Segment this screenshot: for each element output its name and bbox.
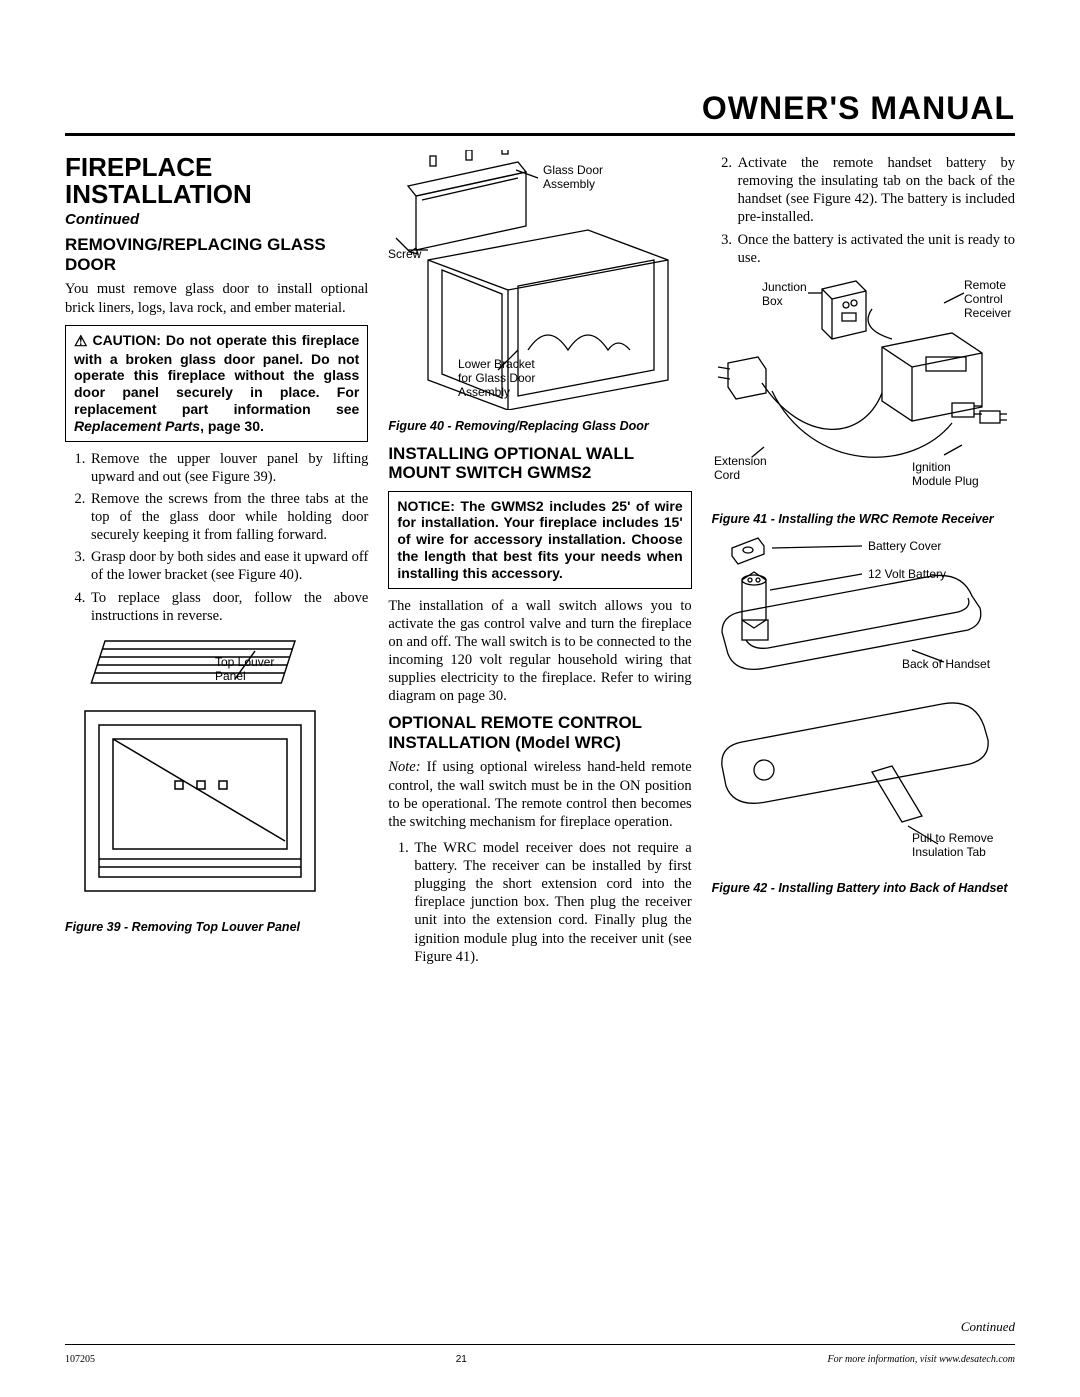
steps-glass-door: Remove the upper louver panel by lifting… xyxy=(65,450,368,625)
figure-40: Glass Door Assembly Screw Lower Bracket … xyxy=(388,150,691,415)
caution-ref: Replacement Parts xyxy=(74,418,200,434)
section-title: FIREPLACE INSTALLATION xyxy=(65,154,368,209)
fig41-remote2: Control xyxy=(964,292,1003,306)
steps-wrc-continued: Activate the remote handset battery by r… xyxy=(712,154,1015,267)
column-1: FIREPLACE INSTALLATION Continued REMOVIN… xyxy=(65,154,368,970)
fig42-pull1: Pull to Remove xyxy=(912,831,994,845)
figure-41: Junction Box Remote Control Receiver Ext… xyxy=(712,273,1015,508)
list-item: Activate the remote handset battery by r… xyxy=(736,154,1015,227)
footer-page-number: 21 xyxy=(456,1354,467,1365)
figure-42: Battery Cover 12 Volt Battery Back of Ha… xyxy=(712,532,1015,877)
section-title-line1: FIREPLACE xyxy=(65,152,212,182)
wall-switch-paragraph: The installation of a wall switch allows… xyxy=(388,597,691,706)
caution-box: ⚠ CAUTION: Do not operate this fireplace… xyxy=(65,325,368,442)
footer-rule xyxy=(65,1344,1015,1345)
fig42-bat12v: 12 Volt Battery xyxy=(868,567,946,581)
fig39-label-top: Top Louver xyxy=(215,655,274,669)
fig41-ext2: Cord xyxy=(714,468,740,482)
caution-body-2: , page 30. xyxy=(200,418,264,434)
fig41-junction: Junction xyxy=(762,280,807,294)
continued-label: Continued xyxy=(65,211,368,230)
intro-paragraph: You must remove glass door to install op… xyxy=(65,280,368,316)
subhead-wall-switch: INSTALLING OPTIONAL WALL MOUNT SWITCH GW… xyxy=(388,444,691,483)
list-item: Grasp door by both sides and ease it upw… xyxy=(89,548,368,584)
note-body: If using optional wireless hand-held rem… xyxy=(388,759,691,829)
list-item: Remove the screws from the three tabs at… xyxy=(89,490,368,544)
fig40-label-screw: Screw xyxy=(388,247,422,261)
fig40-label-glass: Glass Door xyxy=(543,163,603,177)
fig41-remote1: Remote xyxy=(964,278,1006,292)
fig39-label-top2: Panel xyxy=(215,669,246,683)
page-header: OWNER'S MANUAL xyxy=(65,90,1015,127)
figure-39: Top Louver Panel xyxy=(65,631,368,916)
fig40-label-lower1: Lower Bracket xyxy=(458,357,535,371)
column-3: Activate the remote handset battery by r… xyxy=(712,154,1015,970)
fig41-ign2: Module Plug xyxy=(912,474,979,488)
steps-wrc: The WRC model receiver does not require … xyxy=(388,839,691,966)
figure-41-caption: Figure 41 - Installing the WRC Remote Re… xyxy=(712,512,1015,526)
header-rule xyxy=(65,133,1015,136)
subhead-remote: OPTIONAL REMOTE CONTROL INSTALLATION (Mo… xyxy=(388,713,691,752)
fig42-pull2: Insulation Tab xyxy=(912,845,986,859)
section-title-line2: INSTALLATION xyxy=(65,179,252,209)
warning-icon: ⚠ xyxy=(74,333,87,351)
list-item: Once the battery is activated the unit i… xyxy=(736,231,1015,267)
fig40-label-lower3: Assembly xyxy=(458,385,510,399)
fig41-ext1: Extension xyxy=(714,454,767,468)
list-item: The WRC model receiver does not require … xyxy=(412,839,691,966)
fig42-batcov: Battery Cover xyxy=(868,539,941,553)
fig41-remote3: Receiver xyxy=(964,306,1011,320)
fig42-back: Back of Handset xyxy=(902,657,991,671)
caution-label: CAUTION: xyxy=(92,332,160,348)
footer-right: For more information, visit www.desatech… xyxy=(828,1354,1016,1365)
fig41-junction2: Box xyxy=(762,294,783,308)
subhead-remove-glass: REMOVING/REPLACING GLASS DOOR xyxy=(65,235,368,274)
fig40-label-glass2: Assembly xyxy=(543,177,595,191)
footer-left: 107205 xyxy=(65,1354,95,1365)
figure-40-caption: Figure 40 - Removing/Replacing Glass Doo… xyxy=(388,419,691,433)
column-2: Glass Door Assembly Screw Lower Bracket … xyxy=(388,154,691,970)
fig40-label-lower2: for Glass Door xyxy=(458,371,535,385)
list-item: Remove the upper louver panel by lifting… xyxy=(89,450,368,486)
continued-footer: Continued xyxy=(961,1319,1015,1335)
list-item: To replace glass door, follow the above … xyxy=(89,589,368,625)
figure-39-caption: Figure 39 - Removing Top Louver Panel xyxy=(65,920,368,934)
figure-42-caption: Figure 42 - Installing Battery into Back… xyxy=(712,881,1015,895)
remote-note: Note: If using optional wireless hand-he… xyxy=(388,758,691,831)
note-label: Note: xyxy=(388,759,420,775)
page-footer: 107205 21 For more information, visit ww… xyxy=(65,1354,1015,1365)
notice-box: NOTICE: The GWMS2 includes 25' of wire f… xyxy=(388,491,691,589)
content-columns: FIREPLACE INSTALLATION Continued REMOVIN… xyxy=(65,154,1015,970)
fig41-ign1: Ignition xyxy=(912,460,951,474)
